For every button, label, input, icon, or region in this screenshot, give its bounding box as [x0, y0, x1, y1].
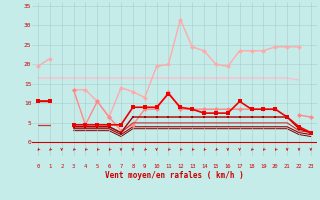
X-axis label: Vent moyen/en rafales ( km/h ): Vent moyen/en rafales ( km/h ) — [105, 171, 244, 180]
